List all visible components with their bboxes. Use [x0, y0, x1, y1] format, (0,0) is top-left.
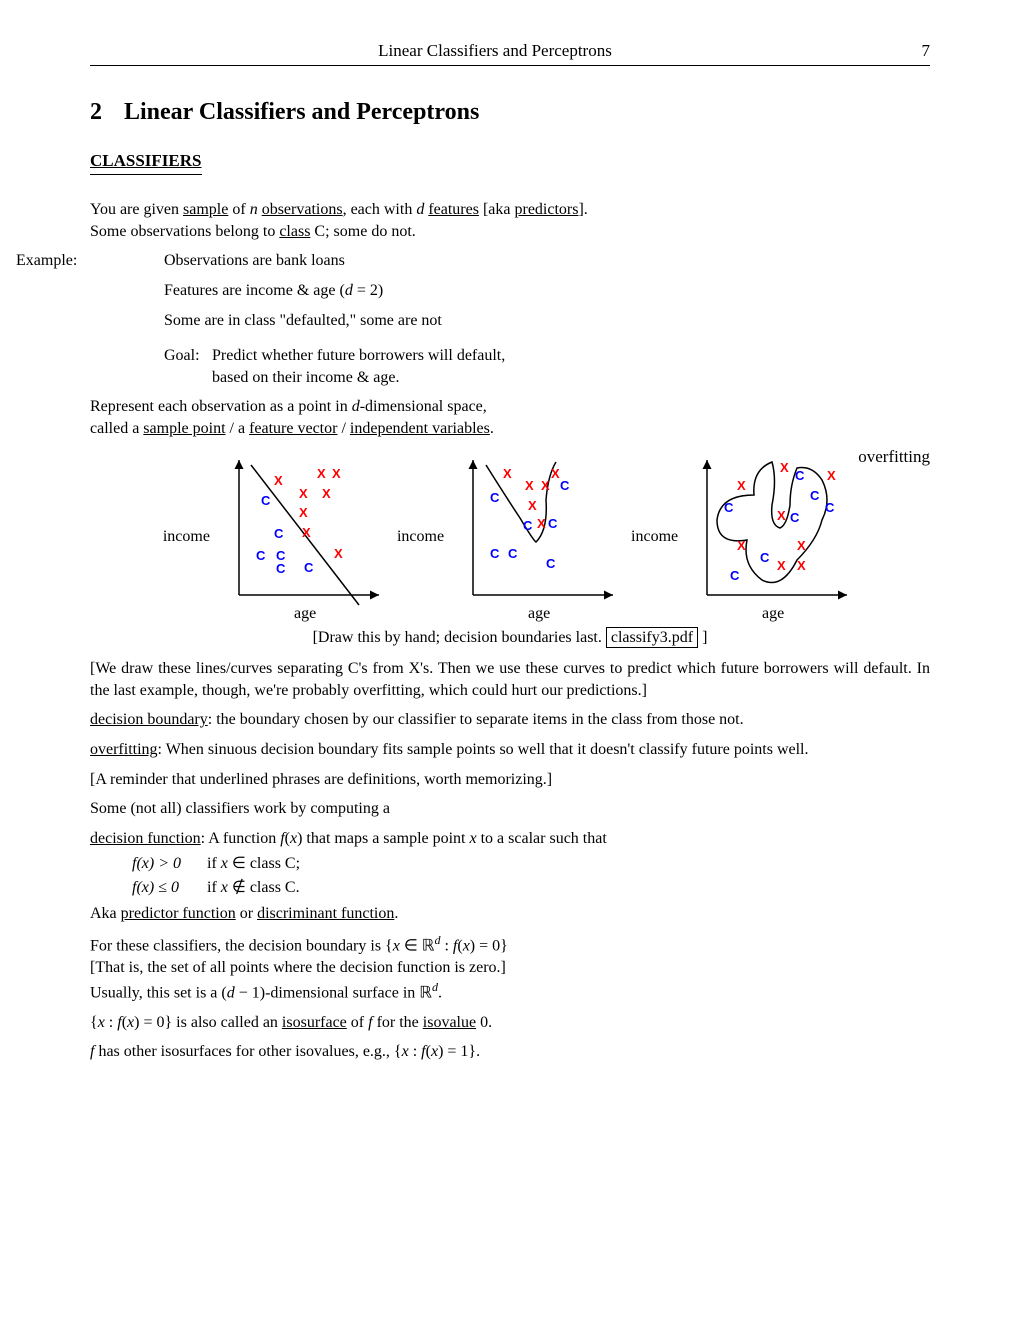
panel-2: income XXXXXXCCCCCCC age	[397, 450, 623, 625]
figure-row: overfitting income XXXXXXXXCCCCCC age in…	[90, 450, 930, 625]
example-line2: Features are income & age (d = 2)	[164, 280, 930, 302]
draw-paragraph: [We draw these lines/curves separating C…	[90, 658, 930, 701]
term-feature-vector: feature vector	[249, 420, 337, 437]
plot-1: XXXXXXXXCCCCCC age	[214, 450, 389, 625]
term-overfitting: overfitting	[90, 741, 158, 758]
svg-text:X: X	[777, 558, 786, 573]
svg-text:X: X	[780, 460, 789, 475]
svg-text:X: X	[322, 486, 331, 501]
xlabel-1: age	[294, 605, 316, 622]
svg-text:C: C	[548, 516, 558, 531]
svg-text:X: X	[299, 505, 308, 520]
isosurface-paragraph: {x : f(x) = 0} is also called an isosurf…	[90, 1012, 930, 1034]
term-class: class	[279, 223, 310, 240]
svg-text:C: C	[810, 488, 820, 503]
svg-text:X: X	[777, 508, 786, 523]
example-block: Example:Observations are bank loans	[164, 250, 930, 272]
aka-line: Aka predictor function or discriminant f…	[90, 903, 930, 925]
overfitting-label: overfitting	[858, 446, 930, 469]
panel-3: income XXXXXXXXCCCCCCC age	[631, 450, 857, 625]
term-predictor-function: predictor function	[121, 905, 236, 922]
panel-1: income XXXXXXXXCCCCCC age	[163, 450, 389, 625]
ylabel-1: income	[163, 526, 210, 548]
term-features: features	[428, 201, 479, 218]
page-number: 7	[900, 40, 930, 63]
svg-text:X: X	[537, 516, 546, 531]
svg-text:C: C	[490, 490, 500, 505]
svg-text:C: C	[730, 568, 740, 583]
svg-text:X: X	[299, 486, 308, 501]
def-overfitting: overfitting: When sinuous decision bound…	[90, 739, 930, 761]
section-title: Linear Classifiers and Perceptrons	[124, 96, 479, 128]
header-title: Linear Classifiers and Perceptrons	[90, 40, 900, 63]
plot-3: XXXXXXXXCCCCCCC age	[682, 450, 857, 625]
svg-text:C: C	[276, 548, 286, 563]
svg-text:C: C	[304, 560, 314, 575]
section-number: 2	[90, 96, 102, 128]
term-isosurface: isosurface	[282, 1014, 347, 1031]
svg-text:X: X	[737, 538, 746, 553]
term-predictors: predictors	[514, 201, 578, 218]
svg-text:C: C	[560, 478, 570, 493]
svg-text:C: C	[523, 518, 533, 533]
svg-text:C: C	[760, 550, 770, 565]
svg-text:X: X	[541, 478, 550, 493]
svg-text:X: X	[334, 546, 343, 561]
def-decision-boundary: decision boundary: the boundary chosen b…	[90, 709, 930, 731]
svg-text:X: X	[525, 478, 534, 493]
svg-text:X: X	[737, 478, 746, 493]
svg-text:X: X	[332, 466, 341, 481]
svg-text:C: C	[724, 500, 734, 515]
term-sample: sample	[183, 201, 228, 218]
represent-paragraph: Represent each observation as a point in…	[90, 396, 930, 439]
caption-filename: classify3.pdf	[606, 627, 698, 648]
svg-text:C: C	[795, 468, 805, 483]
other-isosurfaces-paragraph: f has other isosurfaces for other isoval…	[90, 1041, 930, 1063]
term-sample-point: sample point	[143, 420, 225, 437]
xlabel-3: age	[762, 605, 784, 622]
term-decision-function: decision function	[90, 830, 201, 847]
svg-text:X: X	[827, 468, 836, 483]
term-decision-boundary: decision boundary	[90, 711, 208, 728]
term-independent-variables: independent variables	[350, 420, 490, 437]
running-header: Linear Classifiers and Perceptrons 7	[90, 40, 930, 66]
decision-function-cases: f(x) > 0 if x ∈ class C; f(x) ≤ 0 if x ∉…	[130, 851, 326, 900]
xlabel-2: age	[528, 605, 550, 622]
term-observations: observations	[262, 201, 343, 218]
svg-text:C: C	[490, 546, 500, 561]
svg-text:C: C	[508, 546, 518, 561]
ylabel-3: income	[631, 526, 678, 548]
subsection-heading: CLASSIFIERS	[90, 150, 202, 175]
plot-2: XXXXXXCCCCCCC age	[448, 450, 623, 625]
svg-text:X: X	[551, 466, 560, 481]
intro-paragraph: You are given sample of n observations, …	[90, 199, 930, 242]
term-discriminant-function: discriminant function	[257, 905, 394, 922]
svg-text:X: X	[528, 498, 537, 513]
svg-text:X: X	[302, 525, 311, 540]
goal-block: Goal:Predict whether future borrowers wi…	[164, 345, 930, 388]
svg-text:X: X	[797, 538, 806, 553]
def-decision-function: decision function: A function f(x) that …	[90, 828, 930, 850]
section-heading: 2 Linear Classifiers and Perceptrons	[90, 96, 930, 128]
svg-text:C: C	[274, 526, 284, 541]
svg-text:C: C	[261, 493, 271, 508]
svg-text:C: C	[276, 561, 286, 576]
svg-text:X: X	[797, 558, 806, 573]
ylabel-2: income	[397, 526, 444, 548]
svg-text:C: C	[256, 548, 266, 563]
svg-text:C: C	[790, 510, 800, 525]
compute-paragraph: Some (not all) classifiers work by compu…	[90, 798, 930, 820]
example-line3: Some are in class "defaulted," some are …	[164, 310, 930, 332]
figure-caption: [Draw this by hand; decision boundaries …	[90, 627, 930, 649]
example-label: Example:	[90, 250, 164, 272]
goal-label: Goal:	[164, 345, 212, 367]
reminder-paragraph: [A reminder that underlined phrases are …	[90, 769, 930, 791]
svg-text:X: X	[503, 466, 512, 481]
svg-text:X: X	[317, 466, 326, 481]
svg-text:C: C	[546, 556, 556, 571]
svg-text:X: X	[274, 473, 283, 488]
svg-text:C: C	[825, 500, 835, 515]
boundary-set-paragraph: For these classifiers, the decision boun…	[90, 932, 930, 1003]
term-isovalue: isovalue	[423, 1014, 476, 1031]
